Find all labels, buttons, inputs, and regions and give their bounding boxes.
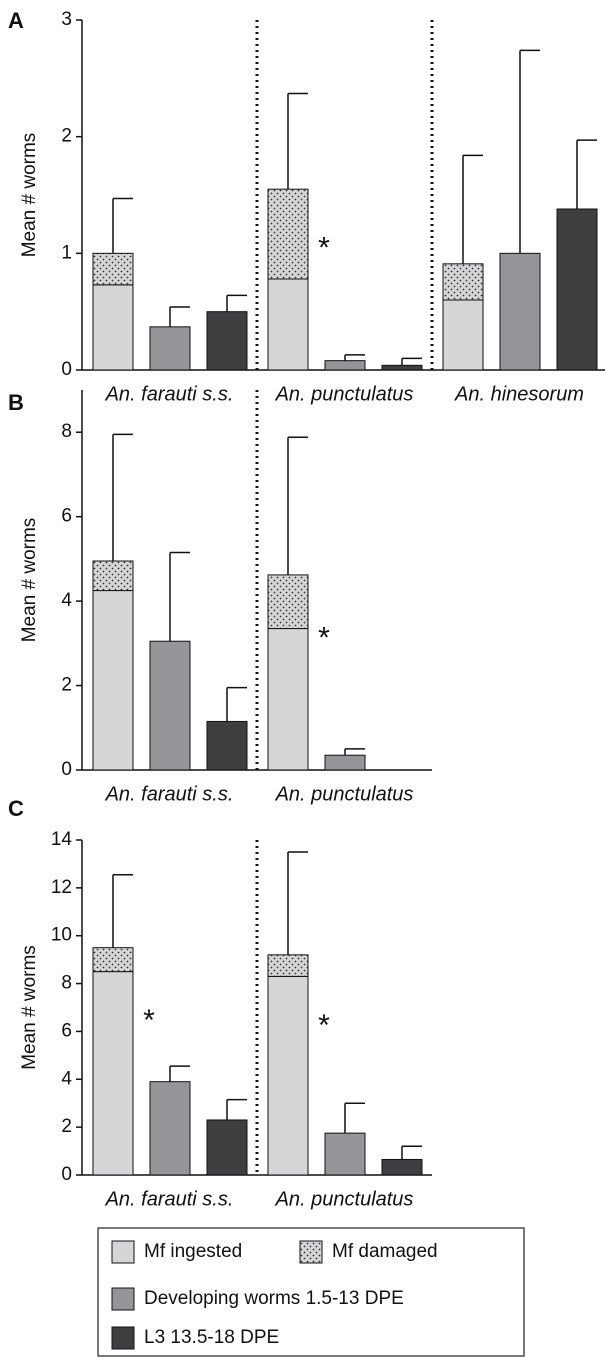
bar	[556, 208, 598, 371]
bar	[267, 628, 309, 771]
y-tick-label: 0	[61, 1164, 72, 1185]
y-tick-label: 6	[61, 506, 72, 527]
legend-label: Mf damaged	[332, 1241, 438, 1262]
significance-marker: *	[143, 1004, 155, 1037]
bar	[206, 311, 248, 371]
x-category-label: An. farauti s.s.	[105, 1188, 234, 1210]
bar	[206, 720, 248, 771]
y-tick-label: 14	[51, 829, 73, 850]
error-bar	[112, 433, 133, 561]
error-bar	[519, 49, 540, 254]
panel-label: B	[8, 390, 24, 415]
bar	[381, 364, 423, 371]
panel-label: A	[8, 8, 24, 33]
bar	[149, 1081, 191, 1176]
panel-label: C	[8, 796, 24, 821]
error-bar	[169, 551, 190, 642]
error-bar	[226, 686, 247, 722]
bar	[92, 560, 134, 592]
y-tick-label: 3	[61, 9, 72, 30]
bar	[149, 640, 191, 771]
y-tick-label: 6	[61, 1020, 72, 1041]
bar	[381, 1158, 423, 1176]
legend-label: L3 13.5-18 DPE	[144, 1327, 279, 1348]
bar	[92, 252, 134, 286]
significance-marker: *	[318, 1009, 330, 1042]
error-bar	[401, 1145, 422, 1160]
legend-swatch	[111, 1326, 135, 1350]
bar	[324, 1132, 366, 1176]
y-tick-label: 4	[61, 1068, 72, 1089]
error-bar	[401, 357, 422, 366]
error-bar	[169, 1065, 190, 1082]
x-category-label: An. farauti s.s.	[105, 383, 234, 405]
y-axis-label: Mean # worms	[19, 945, 40, 1070]
bar	[206, 1119, 248, 1176]
bar	[92, 284, 134, 371]
error-bar	[169, 306, 190, 327]
error-bar	[112, 197, 133, 254]
y-tick-label: 1	[61, 242, 72, 263]
legend-swatch	[111, 1240, 135, 1264]
error-bar	[226, 294, 247, 312]
bar	[499, 252, 541, 371]
bar	[267, 574, 309, 630]
y-tick-label: 2	[61, 126, 72, 147]
bar	[442, 263, 484, 301]
y-tick-label: 10	[51, 925, 72, 946]
error-bar	[112, 873, 133, 948]
x-category-label: An. punctulatus	[275, 383, 414, 405]
bar	[92, 590, 134, 771]
y-tick-label: 8	[61, 421, 72, 442]
error-bar	[576, 139, 597, 209]
error-bar	[287, 436, 308, 575]
bar	[267, 188, 309, 280]
y-axis-label: Mean # worms	[19, 518, 40, 643]
error-bar	[287, 851, 308, 955]
bar	[267, 975, 309, 1176]
x-category-label: An. punctulatus	[275, 1188, 414, 1210]
bar	[149, 326, 191, 371]
error-bar	[226, 1098, 247, 1120]
legend-swatch	[299, 1240, 323, 1264]
y-tick-label: 12	[51, 877, 72, 898]
bar	[442, 299, 484, 371]
error-bar	[344, 354, 365, 361]
y-tick-label: 0	[61, 359, 72, 380]
legend-label: Developing worms 1.5-13 DPE	[144, 1288, 404, 1309]
error-bar	[462, 154, 483, 264]
legend-swatch	[111, 1287, 135, 1311]
legend-label: Mf ingested	[144, 1241, 242, 1262]
bar	[267, 954, 309, 977]
y-tick-label: 4	[61, 590, 72, 611]
y-tick-label: 8	[61, 973, 72, 994]
y-tick-label: 2	[61, 1116, 72, 1137]
x-category-label: An. punctulatus	[275, 783, 414, 805]
error-bar	[344, 748, 365, 756]
error-bar	[344, 1102, 365, 1134]
error-bar	[287, 92, 308, 190]
x-category-label: An. farauti s.s.	[105, 783, 234, 805]
bar	[92, 947, 134, 973]
y-tick-label: 2	[61, 675, 72, 696]
significance-marker: *	[318, 621, 330, 654]
y-axis-label: Mean # worms	[19, 133, 40, 258]
bar	[324, 754, 366, 771]
significance-marker: *	[318, 231, 330, 264]
bar	[92, 971, 134, 1176]
bar	[324, 360, 366, 371]
y-tick-label: 0	[61, 759, 72, 780]
x-category-label: An. hinesorum	[454, 383, 584, 405]
bar	[267, 278, 309, 371]
